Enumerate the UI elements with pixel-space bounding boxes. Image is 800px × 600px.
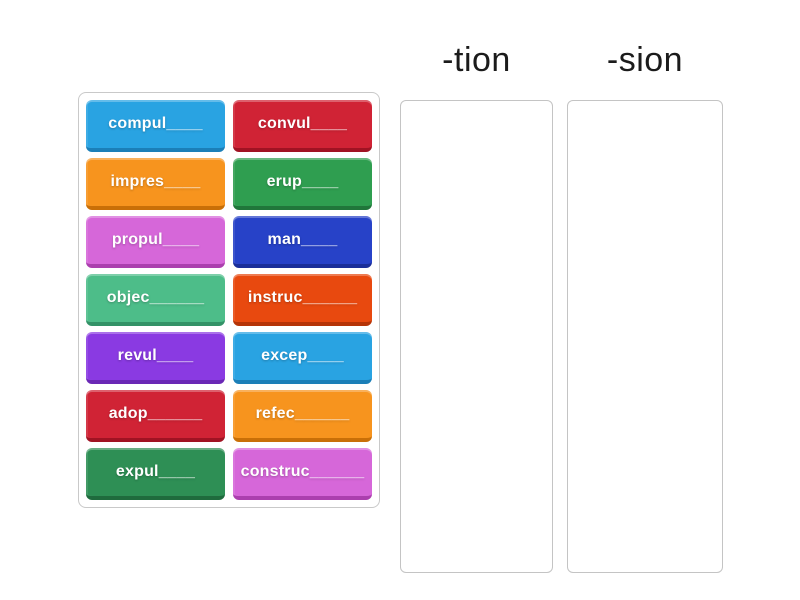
word-tile[interactable]: impres____ [86, 158, 225, 210]
word-tile[interactable]: man____ [233, 216, 372, 268]
word-tile[interactable]: erup____ [233, 158, 372, 210]
category-header-sion: -sion [606, 41, 684, 79]
category-header-tion: -tion [442, 41, 511, 79]
tile-grid: compul____ convul____ impres____ erup____ pr… [79, 93, 379, 507]
drop-zone-sion[interactable] [567, 100, 723, 573]
word-tile[interactable]: expul____ [86, 448, 225, 500]
drop-zone-tion[interactable] [400, 100, 553, 573]
word-tile[interactable]: construc______ [233, 448, 372, 500]
word-tile[interactable]: compul____ [86, 100, 225, 152]
word-tile[interactable]: propul____ [86, 216, 225, 268]
word-tile[interactable]: adop______ [86, 390, 225, 442]
word-tile[interactable]: instruc______ [233, 274, 372, 326]
word-tile[interactable]: refec______ [233, 390, 372, 442]
tile-tray: compul____ convul____ impres____ erup____ pr… [78, 92, 380, 508]
word-tile[interactable]: excep____ [233, 332, 372, 384]
word-tile[interactable]: convul____ [233, 100, 372, 152]
word-tile[interactable]: objec______ [86, 274, 225, 326]
word-tile[interactable]: revul____ [86, 332, 225, 384]
